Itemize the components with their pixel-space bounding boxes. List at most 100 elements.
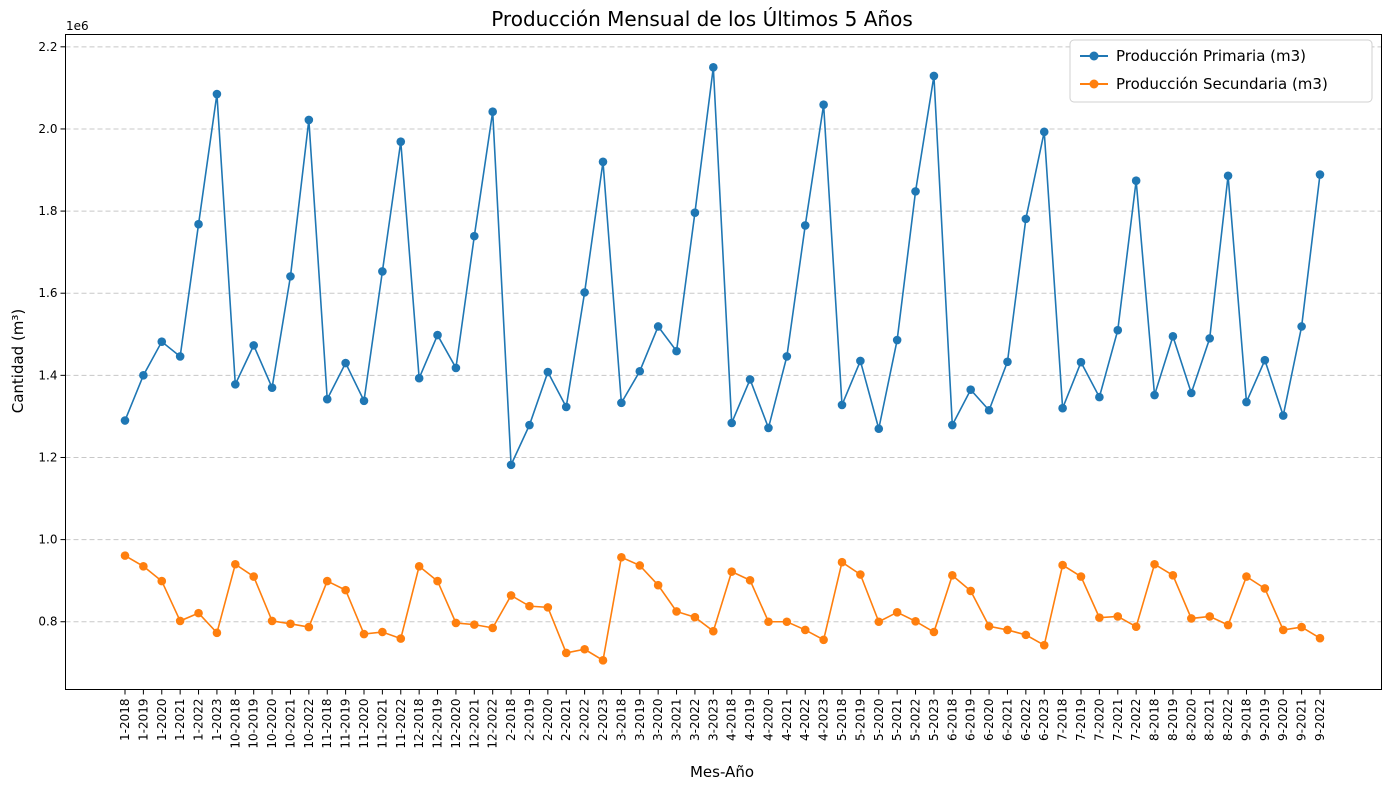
y-tick-label: 1.2 bbox=[38, 450, 57, 464]
data-point bbox=[690, 612, 700, 622]
data-point bbox=[506, 460, 516, 470]
data-point bbox=[745, 575, 755, 585]
data-point bbox=[1315, 170, 1325, 179]
x-tick-label: 2-2019 bbox=[522, 699, 536, 742]
data-point bbox=[304, 115, 314, 125]
y-tick-label: 1.0 bbox=[38, 533, 57, 547]
data-point bbox=[139, 371, 148, 380]
data-point bbox=[1076, 572, 1086, 581]
data-point bbox=[1260, 355, 1270, 365]
x-tick-label: 5-2023 bbox=[927, 699, 941, 742]
series-layer bbox=[120, 63, 1325, 665]
x-tick-label: 9-2019 bbox=[1258, 699, 1272, 742]
data-point bbox=[414, 562, 424, 571]
data-point bbox=[212, 89, 222, 99]
data-point bbox=[322, 576, 332, 586]
x-tick-label: 3-2021 bbox=[670, 699, 684, 742]
data-point bbox=[1150, 390, 1159, 400]
x-tick-label: 5-2020 bbox=[872, 699, 886, 742]
x-tick-label: 5-2018 bbox=[835, 699, 849, 742]
data-point bbox=[929, 71, 939, 81]
x-tick-label: 5-2019 bbox=[853, 699, 867, 742]
legend: Producción Primaria (m3) Producción Secu… bbox=[1069, 39, 1373, 103]
data-point bbox=[690, 208, 700, 218]
x-tick-label: 7-2021 bbox=[1111, 699, 1125, 742]
grid-layer bbox=[65, 46, 1382, 623]
data-point bbox=[396, 137, 406, 146]
chart-title: Producción Mensual de los Últimos 5 Años bbox=[491, 7, 913, 31]
data-point bbox=[1168, 571, 1178, 580]
data-point bbox=[672, 607, 681, 616]
data-point bbox=[1058, 560, 1067, 570]
x-tick-label: 10-2019 bbox=[247, 699, 261, 749]
x-tick-label: 4-2023 bbox=[817, 699, 831, 742]
data-point bbox=[672, 346, 681, 356]
data-point bbox=[1297, 622, 1306, 632]
x-tick-label: 2-2018 bbox=[504, 699, 518, 742]
data-point bbox=[580, 644, 589, 654]
data-point bbox=[1223, 171, 1233, 181]
data-point bbox=[470, 231, 479, 241]
data-point bbox=[892, 335, 902, 345]
x-tick-label: 2-2023 bbox=[596, 699, 610, 742]
legend-label-primary: Producción Primaria (m3) bbox=[1116, 47, 1306, 65]
data-point bbox=[249, 341, 258, 350]
data-point bbox=[1039, 127, 1049, 137]
x-tick-label: 6-2019 bbox=[964, 699, 978, 742]
data-point bbox=[617, 552, 626, 562]
x-tick-label: 8-2021 bbox=[1203, 699, 1217, 742]
data-point bbox=[212, 628, 222, 638]
data-point bbox=[120, 416, 130, 425]
data-point bbox=[929, 627, 939, 637]
x-tick-label: 6-2018 bbox=[945, 699, 959, 742]
data-point bbox=[782, 352, 792, 361]
data-point bbox=[414, 373, 424, 383]
data-point bbox=[525, 601, 534, 611]
data-point bbox=[598, 157, 608, 167]
data-point bbox=[231, 559, 240, 569]
x-tick-label: 4-2018 bbox=[725, 699, 739, 742]
x-tick-label: 1-2022 bbox=[192, 699, 206, 742]
x-tick-label: 8-2020 bbox=[1184, 699, 1198, 742]
x-tick-label: 12-2019 bbox=[431, 699, 445, 749]
x-tick-label: 3-2019 bbox=[633, 699, 647, 742]
data-point bbox=[1113, 612, 1123, 621]
y-tick-label: 2.0 bbox=[38, 122, 57, 136]
data-point bbox=[249, 572, 258, 581]
legend-box bbox=[1069, 39, 1373, 103]
data-point bbox=[580, 288, 589, 297]
x-tick-label: 2-2022 bbox=[578, 699, 592, 742]
x-tick-label: 12-2021 bbox=[467, 699, 481, 749]
data-point bbox=[433, 330, 442, 340]
data-point bbox=[800, 221, 810, 230]
data-point bbox=[525, 420, 534, 430]
x-tick-label: 9-2022 bbox=[1313, 699, 1327, 742]
data-point bbox=[1095, 392, 1104, 402]
data-point bbox=[1260, 584, 1270, 593]
data-point bbox=[911, 187, 920, 196]
x-tick-label: 9-2018 bbox=[1239, 699, 1253, 742]
data-point bbox=[635, 561, 645, 570]
x-tick-label: 5-2021 bbox=[890, 699, 904, 742]
data-point bbox=[1187, 614, 1196, 623]
x-tick-label: 4-2019 bbox=[743, 699, 757, 742]
data-point bbox=[984, 621, 994, 631]
x-tick-label: 4-2020 bbox=[761, 699, 775, 742]
x-axis: 1-2018 1-2019 1-2020 1-2021 1-2022 1-2023 10-2… bbox=[118, 689, 1327, 749]
x-tick-label: 1-2019 bbox=[136, 699, 150, 742]
data-point bbox=[304, 622, 314, 632]
data-point bbox=[709, 626, 718, 636]
data-point bbox=[635, 366, 645, 376]
data-point bbox=[984, 405, 994, 415]
x-tick-label: 5-2022 bbox=[909, 699, 923, 742]
data-point bbox=[598, 656, 608, 665]
data-point bbox=[286, 272, 295, 281]
data-point bbox=[341, 358, 350, 368]
data-point bbox=[837, 400, 847, 410]
data-point bbox=[561, 402, 571, 412]
data-point bbox=[1242, 397, 1251, 407]
x-tick-label: 7-2018 bbox=[1056, 699, 1070, 742]
data-point bbox=[1003, 625, 1012, 635]
data-point bbox=[359, 396, 369, 406]
